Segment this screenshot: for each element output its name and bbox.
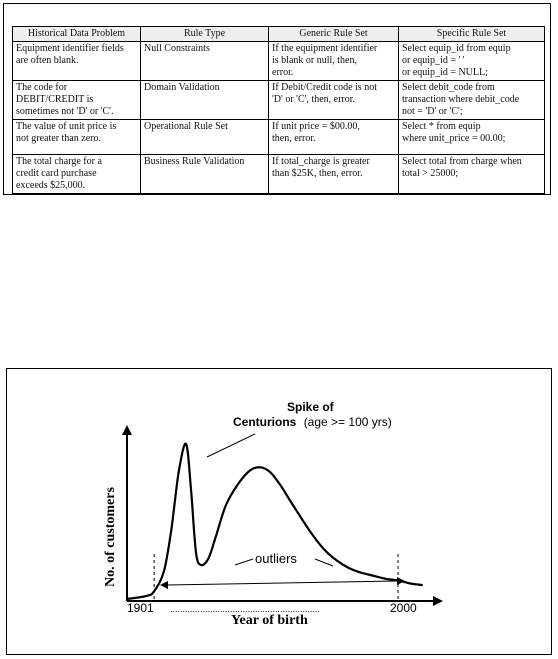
- x-dotted-range: ........................................…: [170, 604, 320, 614]
- outliers-arrow-right-icon: [397, 577, 405, 585]
- cell-text-line: total > 25000;: [402, 168, 459, 179]
- cell-text-line: Equipment identifier fields: [16, 43, 124, 54]
- table-row: The code for DEBIT/CREDIT is sometimes not…: [12, 80, 545, 120]
- header-generic-rule-set: Generic Rule Set: [268, 26, 399, 42]
- cell-text-line: are often blank.: [16, 55, 79, 66]
- outliers-label: outliers: [255, 551, 297, 566]
- spike-pointer-line: [206, 433, 256, 458]
- data-quality-rules-table: Historical Data Problem Rule Type Generi…: [12, 26, 545, 194]
- spike-label-centurions: Centurions: [233, 415, 297, 429]
- spike-label-line-1: Spike of: [287, 400, 335, 414]
- cell-text-line: credit card purchase: [16, 168, 97, 179]
- cell-text-line: where unit_price = 00.00;: [402, 133, 506, 144]
- cell-text-line: The total charge for a: [16, 156, 102, 167]
- cell-historical-data-problem: The total charge for a credit card purcha…: [12, 154, 141, 194]
- y-axis-arrow-icon: [122, 425, 132, 435]
- cell-text-line: is blank or null, then,: [272, 55, 357, 66]
- outliers-arrow-line: [166, 580, 399, 586]
- cell-text-line: Operational Rule Set: [144, 121, 228, 132]
- cell-text-line: then, error.: [272, 133, 316, 144]
- x-axis-label: Year of birth: [231, 613, 308, 628]
- cell-historical-data-problem: The code for DEBIT/CREDIT is sometimes not…: [12, 80, 141, 120]
- cell-text-line: If Debit/Credit code is not: [272, 82, 377, 93]
- cell-text-line: not = 'D' or 'C';: [402, 106, 463, 117]
- table-header-row: Historical Data Problem Rule Type Generi…: [12, 26, 545, 42]
- outliers-pointer-left: [234, 558, 254, 566]
- cell-historical-data-problem: The value of unit price is not greater th…: [12, 119, 141, 155]
- x-axis-arrow-icon: [433, 596, 443, 606]
- cell-text-line: not greater than zero.: [16, 133, 101, 144]
- cell-text-line: Null Constraints: [144, 43, 210, 54]
- cell-text-line: Select total from charge when: [402, 156, 522, 167]
- outliers-arrow-left-icon: [160, 581, 168, 589]
- table-row: The value of unit price is not greater th…: [12, 119, 545, 155]
- year-of-birth-chart-figure: outliers Spike of Centurions (age >= 100…: [6, 368, 552, 655]
- cell-text-line: Select equip_id from equip: [402, 43, 511, 54]
- header-specific-rule-set: Specific Rule Set: [398, 26, 545, 42]
- spike-label-age-note: (age >= 100 yrs): [304, 415, 392, 429]
- year-of-birth-chart: outliers Spike of Centurions (age >= 100…: [103, 400, 443, 628]
- cell-text-line: Business Rule Validation: [144, 156, 245, 167]
- table-row: Equipment identifier fields are often bla…: [12, 41, 545, 81]
- cell-text-line: transaction where debit_code: [402, 94, 520, 105]
- cell-text-line: Select debit_code from: [402, 82, 495, 93]
- cell-specific-rule-set: Select * from equip where unit_price = 00…: [398, 119, 545, 155]
- cell-rule-type: Operational Rule Set: [140, 119, 269, 155]
- header-rule-type: Rule Type: [140, 26, 269, 42]
- cell-text-line: The value of unit price is: [16, 121, 117, 132]
- cell-historical-data-problem: Equipment identifier fields are often bla…: [12, 41, 141, 81]
- cell-text-line: or equip_id = ' ': [402, 55, 465, 66]
- customer-count-line: [126, 442, 423, 601]
- cell-rule-type: Domain Validation: [140, 80, 269, 120]
- cell-generic-rule-set: If Debit/Credit code is not 'D' or 'C', t…: [268, 80, 399, 120]
- cell-text-line: The code for: [16, 82, 68, 93]
- cell-specific-rule-set: Select debit_code from transaction where …: [398, 80, 545, 120]
- rules-table-figure: Historical Data Problem Rule Type Generi…: [3, 3, 551, 195]
- cell-text-line: or equip_id = NULL;: [402, 67, 488, 78]
- cell-text-line: sometimes not 'D' or 'C'.: [16, 106, 114, 117]
- spike-label-line-2: Centurions (age >= 100 yrs): [233, 415, 392, 429]
- cell-text-line: Domain Validation: [144, 82, 220, 93]
- cell-generic-rule-set: If total_charge is greater than $25K, the…: [268, 154, 399, 194]
- cell-specific-rule-set: Select total from charge when total > 250…: [398, 154, 545, 194]
- cell-text-line: If total_charge is greater: [272, 156, 370, 167]
- cell-generic-rule-set: If unit price = $00.00, then, error.: [268, 119, 399, 155]
- y-axis-label: No. of customers: [103, 487, 118, 587]
- cell-rule-type: Null Constraints: [140, 41, 269, 81]
- header-historical-data-problem: Historical Data Problem: [12, 26, 141, 42]
- cell-text-line: If unit price = $00.00,: [272, 121, 360, 132]
- x-tick-label-2000: 2000: [390, 601, 417, 615]
- cell-text-line: exceeds $25,000.: [16, 180, 86, 191]
- cell-text-line: Select * from equip: [402, 121, 481, 132]
- cell-generic-rule-set: If the equipment identifier is blank or n…: [268, 41, 399, 81]
- cell-text-line: If the equipment identifier: [272, 43, 378, 54]
- cell-text-line: 'D' or 'C', then, error.: [272, 94, 356, 105]
- cell-rule-type: Business Rule Validation: [140, 154, 269, 194]
- cell-text-line: DEBIT/CREDIT is: [16, 94, 94, 105]
- cell-specific-rule-set: Select equip_id from equip or equip_id = …: [398, 41, 545, 81]
- x-tick-label-1901: 1901: [127, 601, 154, 615]
- outliers-pointer-right: [314, 558, 334, 567]
- cell-text-line: than $25K, then, error.: [272, 168, 363, 179]
- cell-text-line: error.: [272, 67, 294, 78]
- table-row: The total charge for a credit card purcha…: [12, 154, 545, 194]
